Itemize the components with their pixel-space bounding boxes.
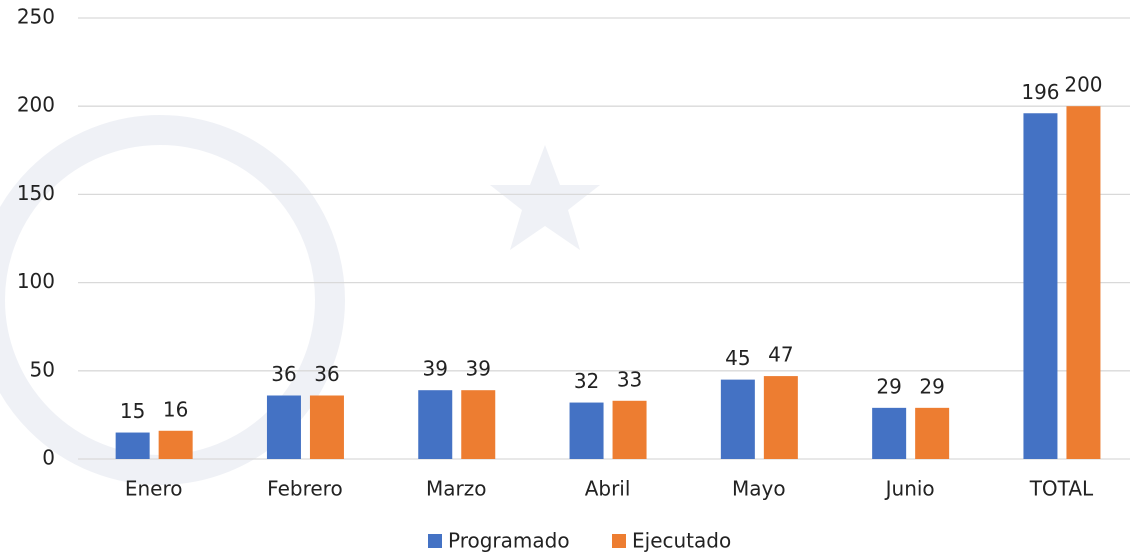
bar	[721, 380, 755, 459]
bar	[570, 403, 604, 459]
bar	[310, 395, 344, 459]
value-label: 32	[574, 369, 599, 393]
y-tick-label: 200	[17, 93, 55, 117]
y-tick-label: 50	[30, 357, 55, 381]
x-tick-label: Febrero	[267, 477, 343, 501]
value-label: 33	[617, 367, 642, 391]
x-tick-label: Junio	[884, 477, 935, 501]
y-tick-label: 150	[17, 181, 55, 205]
bar	[764, 376, 798, 459]
x-tick-label: Abril	[585, 477, 631, 501]
value-label: 39	[466, 357, 491, 381]
legend-swatch	[428, 534, 442, 548]
bar	[159, 431, 193, 459]
value-label: 16	[163, 397, 188, 421]
bar	[116, 433, 150, 459]
value-label: 45	[725, 346, 750, 370]
value-label: 39	[423, 357, 448, 381]
bar	[872, 408, 906, 459]
y-tick-label: 100	[17, 269, 55, 293]
bar	[418, 390, 452, 459]
legend-label: Programado	[448, 529, 570, 553]
value-label: 47	[768, 343, 793, 367]
chart: 0 50 100 150 200 250 Enero 15 16 Febrero 36 36 Marzo…	[0, 0, 1130, 555]
y-tick-label: 250	[17, 5, 55, 29]
bar	[267, 395, 301, 459]
value-label: 36	[314, 362, 339, 386]
value-label: 29	[919, 374, 944, 398]
bar	[1066, 106, 1100, 459]
value-label: 29	[876, 374, 901, 398]
value-label: 200	[1064, 73, 1102, 97]
value-label: 36	[271, 362, 296, 386]
y-tick-label: 0	[42, 446, 55, 470]
bar	[1023, 113, 1057, 459]
value-label: 15	[120, 399, 145, 423]
value-label: 196	[1021, 80, 1059, 104]
legend-swatch	[612, 534, 626, 548]
legend-label: Ejecutado	[632, 529, 731, 553]
x-tick-label: Enero	[125, 477, 183, 501]
x-tick-label: TOTAL	[1029, 477, 1094, 501]
x-tick-label: Marzo	[426, 477, 486, 501]
x-tick-label: Mayo	[732, 477, 786, 501]
bar	[915, 408, 949, 459]
bar	[613, 401, 647, 459]
bar	[461, 390, 495, 459]
